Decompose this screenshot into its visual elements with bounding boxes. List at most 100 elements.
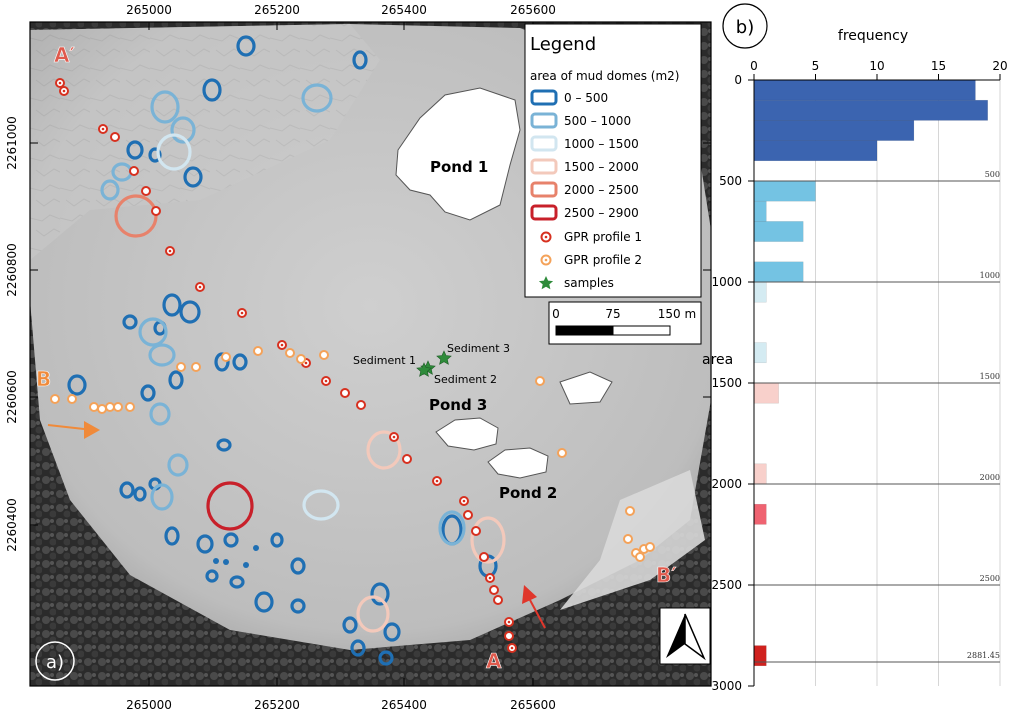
gpr2-point [125,402,135,412]
north-arrow-icon [659,607,711,665]
sample-star [416,362,432,377]
x-tick-top-2: 265400 [381,3,427,17]
pond-2-label: Pond 2 [499,484,557,502]
profile-b-label: B [36,367,51,391]
gpr-profile-1 [55,78,517,653]
hist-bars [753,79,988,667]
legend-class-label: 2000 – 2500 [564,183,639,197]
white-patch [559,371,613,405]
mud-dome [100,179,120,201]
mud-dome [67,374,87,396]
mud-dome [236,35,256,57]
mud-dome [352,50,368,70]
legend-gpr2: GPR profile 2 [540,253,642,267]
hist-bar [753,281,767,303]
mud-dome [119,481,135,499]
legend-swatch [530,204,558,221]
x-tick-top-3: 265600 [510,3,556,17]
mud-dome [232,353,248,371]
map-panel: 265000 265200 265400 265600 265000 26520… [5,3,712,712]
mud-dome [133,486,147,502]
hist-bar [753,261,804,283]
legend-swatch [530,181,558,198]
frequency-histogram: b) frequency area 5001000150020002500288… [702,3,1008,693]
y-tick-2: 2260600 [5,370,19,423]
gpr2-point [645,542,655,552]
gpr2-point [89,402,99,412]
mud-dome [140,384,156,402]
profile-a-prime-label: A′ [54,43,75,67]
mud-dome [383,622,401,642]
gpr1-point [471,526,481,536]
pond-1-label: Pond 1 [430,158,488,176]
legend-class-label: 1500 – 2000 [564,160,639,174]
gpr2-point [535,376,545,386]
gpr1-point [479,552,489,562]
scale-150: 150 m [658,307,696,321]
legend-subtitle: area of mud domes (m2) [530,69,679,83]
freq-x-tick: 0 [750,59,758,73]
mud-dome [356,595,390,633]
freq-y-tick: 1000 [711,275,742,289]
hist-thresholds: 500 1000 1500 2000 2500 2881.45 [754,170,1000,663]
mud-dome [148,147,162,163]
profile-a-arrow [522,585,546,629]
x-tick-bottom-2: 265400 [381,698,427,712]
gpr1-point [493,595,503,605]
gpr1-point [340,388,350,398]
gpr2-point [285,348,295,358]
freq-panel-label-text: b) [736,17,754,38]
sample-2-label: Sediment 2 [434,373,497,386]
y-tick-0: 2261000 [5,116,19,169]
freq-y-tick: 3000 [711,679,742,693]
pond-2-shape [487,447,549,479]
gpr1-point [141,186,151,196]
pond-3-label: Pond 3 [429,396,487,414]
gpr1-point [110,132,120,142]
mud-dome-small [243,562,249,568]
legend: Legend area of mud domes (m2) 0 – 500 500… [524,23,702,298]
legend-gpr2-label: GPR profile 2 [564,253,642,267]
freq-x-tick: 5 [812,59,820,73]
scale-0: 0 [552,307,560,321]
freq-x-tick: 10 [869,59,884,73]
mud-dome [229,575,245,589]
mud-dome [164,526,180,546]
legend-class-label: 0 – 500 [564,91,608,105]
freq-y-tick: 500 [719,174,742,188]
star-icon [538,276,554,290]
gpr2-point [97,404,107,414]
legend-samples: samples [538,276,614,290]
mud-dome [342,616,358,634]
mud-dome [301,83,333,113]
legend-classes: 0 – 500 500 – 1000 1000 – 1500 1500 – 2000 2… [530,89,639,221]
mud-dome [216,438,232,452]
x-tick-top-1: 265200 [254,3,300,17]
y-tick-1: 2260800 [5,243,19,296]
mud-dome [205,569,219,583]
scale-75: 75 [605,307,620,321]
hist-axes: 0 5 10 15 20 0 500 1000 1500 2000 2500 3000 [711,59,1007,693]
threshold-label: 2000 [980,473,1000,482]
map-x-axis: 265000 265200 265400 265600 265000 26520… [126,3,556,712]
legend-gpr1-label: GPR profile 1 [564,230,642,244]
hist-bar [753,382,779,404]
x-tick-bottom-0: 265000 [126,698,172,712]
gpr2-point [191,362,201,372]
legend-class-label: 2500 – 2900 [564,206,639,220]
gpr2-point [557,448,567,458]
profile-a-label: A [486,649,502,673]
legend-samples-label: samples [564,276,614,290]
gpr2-point [623,534,633,544]
ponds [395,87,613,479]
mud-dome [370,582,390,606]
sample-3-label: Sediment 3 [447,342,510,355]
hist-bar [753,79,976,101]
mud-dome [302,489,340,521]
pond-1-shape [395,87,521,221]
threshold-label: 2500 [980,574,1000,583]
gpr2-point [67,394,77,404]
mud-dome [196,534,214,554]
gpr2-point [113,402,123,412]
mud-dome [150,483,174,511]
